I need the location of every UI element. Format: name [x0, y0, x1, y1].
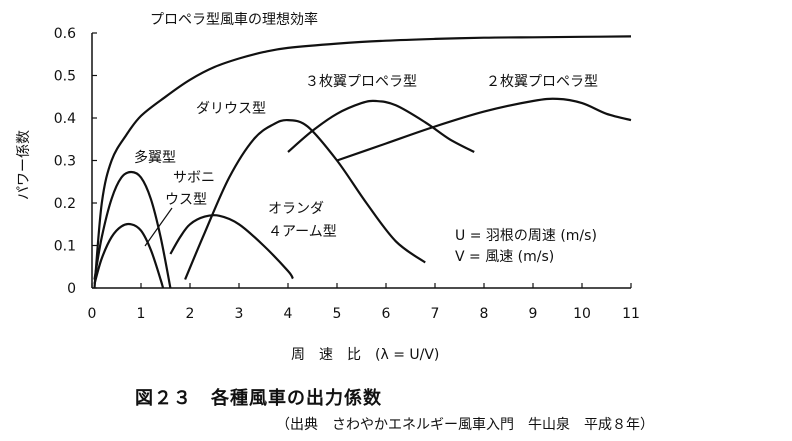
label-darrieus: ダリウス型 — [196, 101, 266, 117]
dutch-four-arm-line — [169, 214, 294, 280]
darrieus-line — [184, 118, 426, 280]
y-tick-label: 0.1 — [54, 239, 76, 255]
figure-source: （出典 さわやかエネルギー風車入門 牛山泉 平成８年） — [276, 417, 654, 433]
label-savonius-1: サボニ — [173, 170, 215, 186]
y-tick-label: 0.6 — [54, 26, 76, 42]
three-blade-propeller-line — [287, 99, 475, 153]
label-dutch-2: ４アーム型 — [268, 224, 337, 240]
label-two-blade: ２枚翼プロペラ型 — [486, 74, 598, 90]
x-tick-label: 9 — [529, 306, 538, 322]
x-tick-label: 4 — [284, 306, 293, 322]
multiblade-line — [93, 170, 172, 289]
x-tick-label: 1 — [137, 306, 146, 322]
savonius-leader-line — [144, 207, 173, 247]
figure-caption: 図２３ 各種風車の出力係数 — [135, 388, 382, 409]
x-axis-label: 周 速 比 (λ = U/V) — [291, 347, 439, 363]
x-tick-label: 7 — [431, 306, 440, 322]
x-tick-label: 10 — [573, 306, 591, 322]
x-tick-label: 8 — [480, 306, 489, 322]
x-tick-label: 3 — [235, 306, 244, 322]
y-tick-label: 0.3 — [54, 154, 76, 170]
legend-note-u: U = 羽根の周速 (m/s) — [455, 228, 597, 244]
axis-ticks: 0 1 2 3 4 5 6 7 8 9 10 11 0 0.1 0.2 0.3 0.4 0.5 0.6 — [54, 26, 640, 322]
y-tick-label: 0.4 — [54, 111, 76, 127]
label-ideal: プロペラ型風車の理想効率 — [150, 11, 318, 28]
x-tick-label: 0 — [88, 306, 97, 322]
y-tick-label: 0.2 — [54, 196, 76, 212]
x-tick-label: 6 — [382, 306, 391, 322]
label-dutch-1: オランダ — [268, 201, 324, 217]
y-tick-label: 0.5 — [54, 69, 76, 85]
legend-note-v: V = 風速 (m/s) — [455, 249, 554, 265]
x-tick-label: 2 — [186, 306, 195, 322]
y-tick-label: 0 — [67, 281, 76, 297]
y-axis-label: パワー係数 — [16, 130, 32, 200]
label-savonius-2: ウス型 — [165, 192, 207, 208]
label-three-blade: ３枚翼プロペラ型 — [305, 74, 417, 90]
series-lines — [93, 35, 632, 289]
two-blade-propeller-line — [336, 97, 632, 162]
savonius-line — [93, 222, 165, 289]
x-tick-label: 11 — [622, 306, 640, 322]
label-multiblade: 多翼型 — [134, 149, 176, 166]
ideal-efficiency-line — [93, 35, 632, 289]
x-tick-label: 5 — [333, 306, 342, 322]
